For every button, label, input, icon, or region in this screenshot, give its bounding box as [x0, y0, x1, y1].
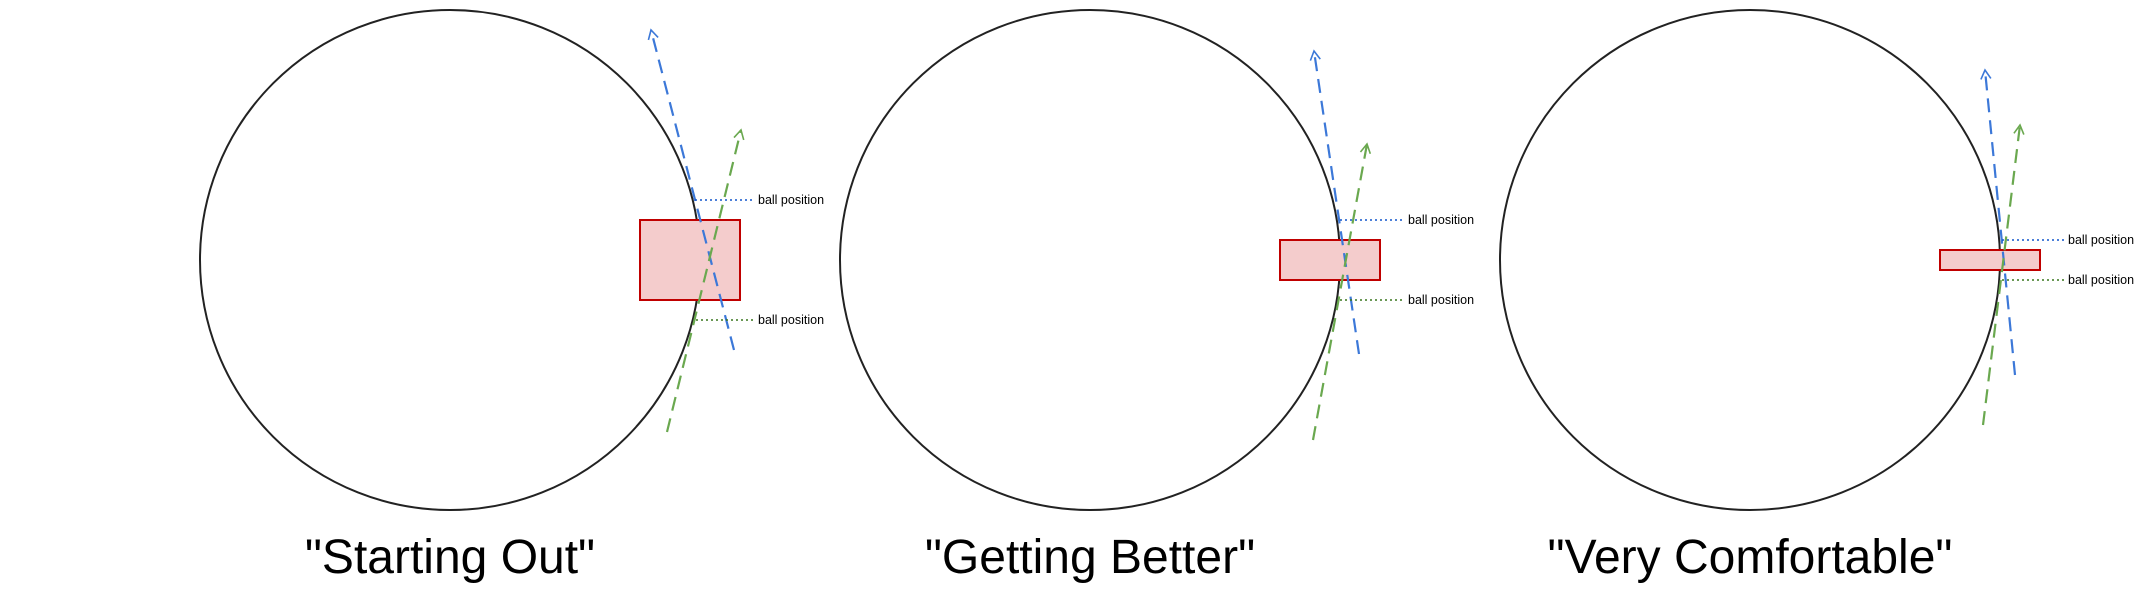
ball-circle: [1500, 10, 2000, 510]
blue-trajectory-arrow: [651, 30, 734, 350]
ball-circle: [200, 10, 700, 510]
lower-ball-position-label: ball position: [2068, 273, 2134, 287]
panel-title: "Starting Out": [305, 531, 595, 584]
upper-ball-position-label: ball position: [1408, 213, 1474, 227]
panel-getting-better: ball position ball position "Getting Bet…: [840, 10, 1474, 584]
panel-very-comfortable: ball position ball position "Very Comfor…: [1500, 10, 2134, 584]
panel-starting-out: ball position ball position "Starting Ou…: [200, 10, 824, 584]
contact-zone: [1280, 240, 1380, 280]
lower-ball-position-label: ball position: [1408, 293, 1474, 307]
contact-zone: [640, 220, 740, 300]
contact-zone: [1940, 250, 2040, 270]
green-trajectory-arrow: [1313, 144, 1367, 440]
ball-circle: [840, 10, 1340, 510]
green-trajectory-arrow: [1983, 125, 2020, 425]
upper-ball-position-label: ball position: [758, 193, 824, 207]
panel-title: "Getting Better": [925, 531, 1255, 584]
upper-ball-position-label: ball position: [2068, 233, 2134, 247]
panel-title: "Very Comfortable": [1548, 531, 1953, 584]
lower-ball-position-label: ball position: [758, 313, 824, 327]
